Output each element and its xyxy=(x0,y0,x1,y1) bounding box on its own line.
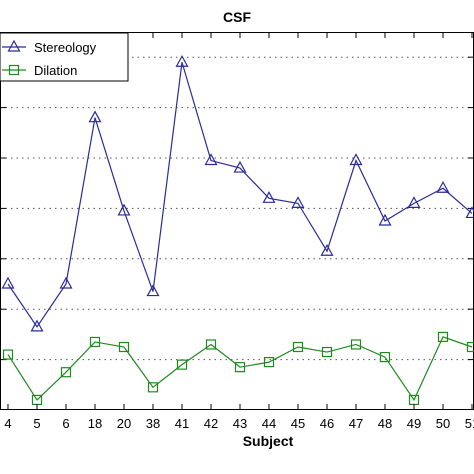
legend-label: Dilation xyxy=(34,63,77,78)
triangle-marker xyxy=(465,206,474,219)
x-tick-label: 48 xyxy=(378,416,392,431)
square-marker xyxy=(263,357,275,368)
triangle-marker xyxy=(30,319,44,332)
series-line xyxy=(7,336,473,402)
x-axis-label: Subject xyxy=(243,433,294,449)
plot-frame xyxy=(0,32,474,410)
legend-box xyxy=(0,32,129,82)
square-marker xyxy=(8,64,20,76)
x-tick-label: 49 xyxy=(407,416,421,431)
square-marker xyxy=(234,362,246,373)
chart-title: CSF xyxy=(223,9,251,25)
x-tick-label: 45 xyxy=(291,416,305,431)
x-tick-label: 44 xyxy=(262,416,276,431)
legend-label: Stereology xyxy=(34,40,97,55)
x-tick-label: 51 xyxy=(465,416,474,431)
x-tick-label: 41 xyxy=(175,416,189,431)
x-tick-label: 5 xyxy=(33,416,40,431)
triangle-marker xyxy=(7,39,21,52)
triangle-marker xyxy=(59,276,73,289)
series-dilation xyxy=(2,331,474,406)
x-tick-label: 6 xyxy=(62,416,69,431)
triangle-marker xyxy=(378,213,392,226)
square-marker xyxy=(350,339,362,350)
square-marker xyxy=(2,349,14,360)
x-tick-label: 47 xyxy=(349,416,363,431)
square-marker xyxy=(379,351,391,363)
square-marker xyxy=(437,331,449,343)
triangle-marker xyxy=(407,196,421,208)
legend: Stereology Dilation xyxy=(0,32,129,82)
legend-item: Dilation xyxy=(2,63,77,78)
triangle-marker xyxy=(88,110,102,123)
square-marker xyxy=(176,359,188,370)
triangle-marker xyxy=(146,284,160,297)
triangle-marker xyxy=(204,153,218,166)
square-marker xyxy=(60,367,72,378)
square-marker xyxy=(321,346,333,358)
square-marker xyxy=(118,341,130,353)
triangle-marker xyxy=(262,191,276,203)
triangle-marker xyxy=(436,180,450,193)
triangle-marker xyxy=(117,203,131,216)
x-tick-label: 50 xyxy=(436,416,450,431)
triangle-marker xyxy=(233,160,247,173)
triangle-marker xyxy=(175,54,189,67)
triangle-marker xyxy=(1,276,15,289)
x-tick-label: 43 xyxy=(233,416,247,431)
square-marker xyxy=(147,382,159,393)
x-tick-label: 20 xyxy=(117,416,131,431)
x-tick-label: 4 xyxy=(4,416,11,431)
grid-lines xyxy=(0,56,474,361)
triangle-marker xyxy=(320,243,334,256)
series-stereology xyxy=(1,54,474,332)
legend-item: Stereology xyxy=(2,39,97,55)
x-tick-label: 46 xyxy=(320,416,334,431)
series-layer xyxy=(1,54,474,406)
square-marker xyxy=(466,341,474,353)
series-line xyxy=(7,62,473,328)
x-tick-label: 42 xyxy=(204,416,218,431)
x-tick-label: 18 xyxy=(88,416,102,431)
x-tick-label: 38 xyxy=(146,416,160,431)
square-marker xyxy=(292,341,304,353)
triangle-marker xyxy=(349,153,363,166)
triangle-marker xyxy=(291,196,305,208)
square-marker xyxy=(205,339,217,350)
x-axis-ticks: 4561820384142434445464748495051 xyxy=(4,32,474,431)
square-marker xyxy=(89,336,101,348)
